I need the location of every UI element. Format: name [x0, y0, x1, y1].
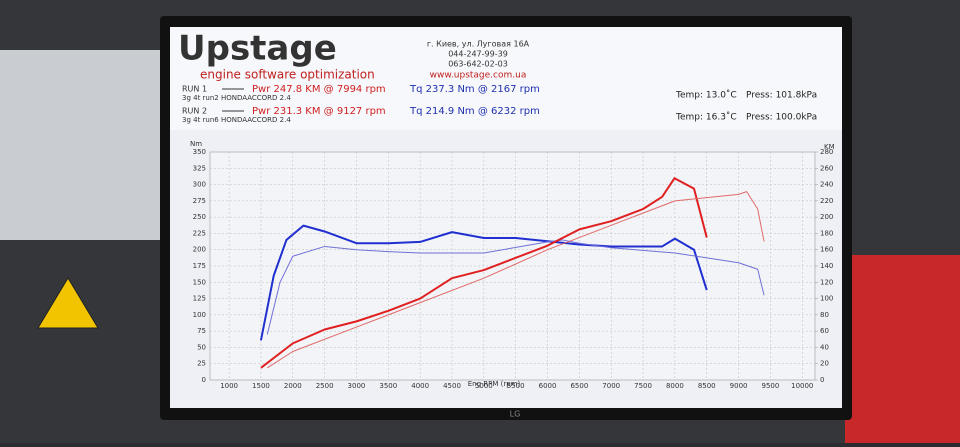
warning-sign	[37, 277, 99, 329]
y2-tick-label: 40	[820, 343, 829, 351]
y2-tick-label: 0	[820, 376, 824, 384]
y2-tick-label: 60	[820, 327, 829, 335]
y-tick-label: 250	[193, 213, 206, 221]
y-tick-label: 300	[193, 181, 206, 189]
phone: 063-642-02-03	[448, 60, 508, 69]
x-tick-label: 5000	[475, 382, 493, 390]
y2-tick-label: 220	[820, 197, 833, 205]
header-band	[170, 27, 842, 130]
run-press: Press: 100.0kPa	[746, 113, 817, 123]
y2-tick-label: 100	[820, 295, 833, 303]
plot-area	[209, 151, 816, 381]
tagline: engine software optimization	[200, 68, 375, 82]
y2-tick-label: 140	[820, 262, 833, 270]
x-tick-label: 3500	[379, 382, 397, 390]
y2-tick-label: 20	[820, 360, 829, 368]
run-torque: Tq 237.3 Nm @ 2167 rpm	[409, 84, 540, 95]
series-line	[266, 239, 765, 335]
y-tick-label: 200	[193, 246, 206, 254]
y-tick-label: 275	[193, 197, 206, 205]
y-tick-label: 175	[193, 262, 206, 270]
x-axis-label: Eng RPM (rpm)	[468, 380, 521, 388]
series-line	[260, 177, 708, 369]
y-tick-label: 325	[193, 164, 206, 172]
series-line	[267, 191, 765, 369]
x-tick-label: 4500	[443, 382, 461, 390]
run-name: RUN 2	[182, 107, 207, 116]
x-tick-label: 2000	[284, 382, 302, 390]
y2-tick-label: 160	[820, 246, 833, 254]
run-torque: Tq 214.9 Nm @ 6232 rpm	[409, 106, 540, 117]
x-tick-label: 9000	[730, 382, 748, 390]
y2-tick-label: 200	[820, 213, 833, 221]
x-tick-label: 6000	[539, 382, 557, 390]
y-tick-label: 125	[193, 295, 206, 303]
red-panel	[845, 255, 960, 443]
run-car: 3g 4t run2 HONDAACCORD 2.4	[182, 94, 291, 102]
x-tick-label: 4000	[411, 382, 429, 390]
run-press: Press: 101.8kPa	[746, 91, 817, 101]
x-tick-label: 8500	[698, 382, 716, 390]
y2-axis-label: KM	[824, 143, 835, 151]
x-tick-label: 6500	[570, 382, 588, 390]
website: www.upstage.com.ua	[430, 71, 527, 81]
y-tick-label: 150	[193, 278, 206, 286]
cabinet	[0, 50, 160, 240]
x-tick-label: 7500	[634, 382, 652, 390]
y-tick-label: 350	[193, 148, 206, 156]
address: г. Киев, ул. Луговая 16А	[427, 40, 530, 49]
y-tick-label: 50	[197, 343, 206, 351]
y2-tick-label: 280	[820, 148, 833, 156]
x-tick-label: 5500	[507, 382, 525, 390]
x-tick-label: 3000	[348, 382, 366, 390]
run-power: Pwr 231.3 KM @ 9127 rpm	[252, 106, 386, 117]
run-name: RUN 1	[182, 85, 207, 94]
y2-tick-label: 80	[820, 311, 829, 319]
series-line	[259, 224, 708, 341]
x-tick-label: 7000	[602, 382, 620, 390]
x-tick-label: 1500	[252, 382, 270, 390]
run-temp: Temp: 16.3˚C	[675, 112, 737, 123]
y-tick-label: 75	[197, 327, 206, 335]
run-temp: Temp: 13.0˚C	[675, 90, 737, 101]
logo: Upstage	[178, 29, 337, 69]
y2-tick-label: 240	[820, 181, 833, 189]
y2-tick-label: 180	[820, 229, 833, 237]
y2-tick-label: 260	[820, 164, 833, 172]
run-power: Pwr 247.8 KM @ 7994 rpm	[252, 84, 386, 95]
x-tick-label: 8000	[666, 382, 684, 390]
brand: LG	[510, 410, 521, 419]
y-tick-label: 100	[193, 311, 206, 319]
x-tick-label: 2500	[316, 382, 334, 390]
y-tick-label: 0	[202, 376, 206, 384]
y-axis-label: Nm	[190, 140, 202, 148]
run-car: 3g 4t run6 HONDAACCORD 2.4	[182, 116, 291, 124]
x-tick-label: 9500	[762, 382, 780, 390]
phone: 044-247-99-39	[448, 50, 508, 59]
x-tick-label: 1000	[220, 382, 238, 390]
y-tick-label: 25	[197, 360, 206, 368]
y2-tick-label: 120	[820, 278, 833, 286]
y-tick-label: 225	[193, 229, 206, 237]
x-tick-label: 10000	[791, 382, 813, 390]
